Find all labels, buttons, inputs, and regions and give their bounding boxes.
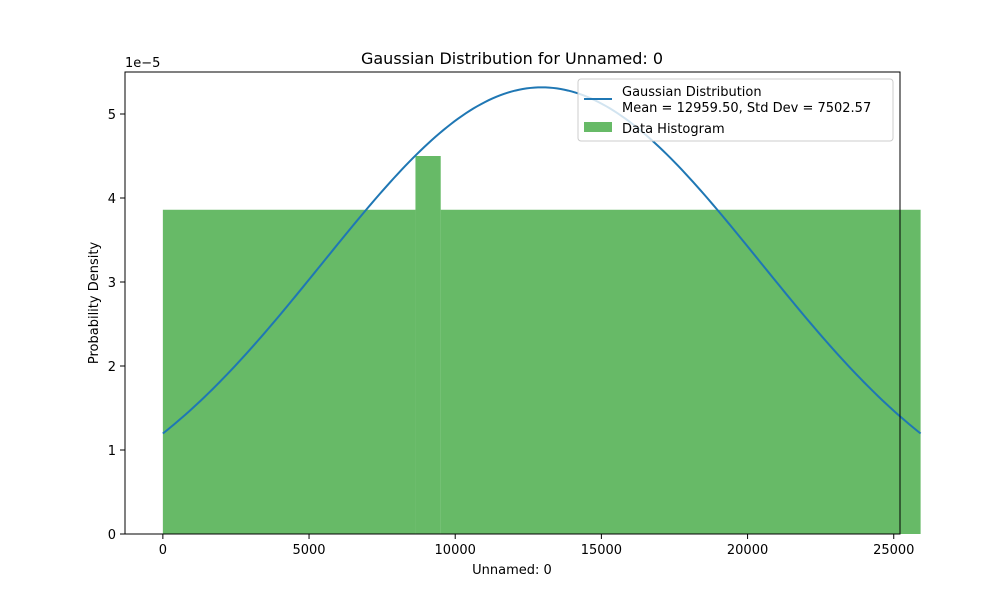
x-tick-label: 10000 <box>435 543 476 558</box>
histogram-bar-2 <box>440 209 921 534</box>
y-tick-label: 5 <box>108 108 116 123</box>
y-axis: 0 1 2 3 4 5 <box>108 108 125 543</box>
plot-area <box>162 86 922 534</box>
y-tick-label: 3 <box>108 276 116 291</box>
legend-gaussian-stats: Mean = 12959.50, Std Dev = 7502.57 <box>622 101 871 116</box>
gaussian-curve <box>162 86 922 435</box>
x-axis-label: Unnamed: 0 <box>472 563 552 578</box>
legend-box <box>577 78 894 142</box>
histogram-bar-0 <box>162 209 416 534</box>
axes-frame <box>124 71 901 535</box>
legend-histogram-swatch <box>584 122 612 132</box>
legend-histogram-label: Data Histogram <box>622 122 725 137</box>
x-axis: 0 5000 10000 15000 20000 25000 <box>159 534 914 558</box>
x-tick-label: 5000 <box>292 543 325 558</box>
y-tick-label: 2 <box>108 360 116 375</box>
histogram-bar-1 <box>415 156 441 534</box>
y-tick-label: 4 <box>108 192 116 207</box>
x-tick-label: 25000 <box>873 543 914 558</box>
x-tick-label: 20000 <box>727 543 768 558</box>
chart-title: Gaussian Distribution for Unnamed: 0 <box>361 49 663 68</box>
y-tick-label: 0 <box>108 528 116 543</box>
legend-gaussian-label: Gaussian Distribution <box>622 85 762 100</box>
y-offset-label: 1e−5 <box>125 56 160 71</box>
y-tick-label: 1 <box>108 444 116 459</box>
x-tick-label: 0 <box>159 543 167 558</box>
x-tick-label: 15000 <box>581 543 622 558</box>
legend: Gaussian Distribution Mean = 12959.50, S… <box>577 78 894 142</box>
y-axis-label: Probability Density <box>87 242 102 365</box>
